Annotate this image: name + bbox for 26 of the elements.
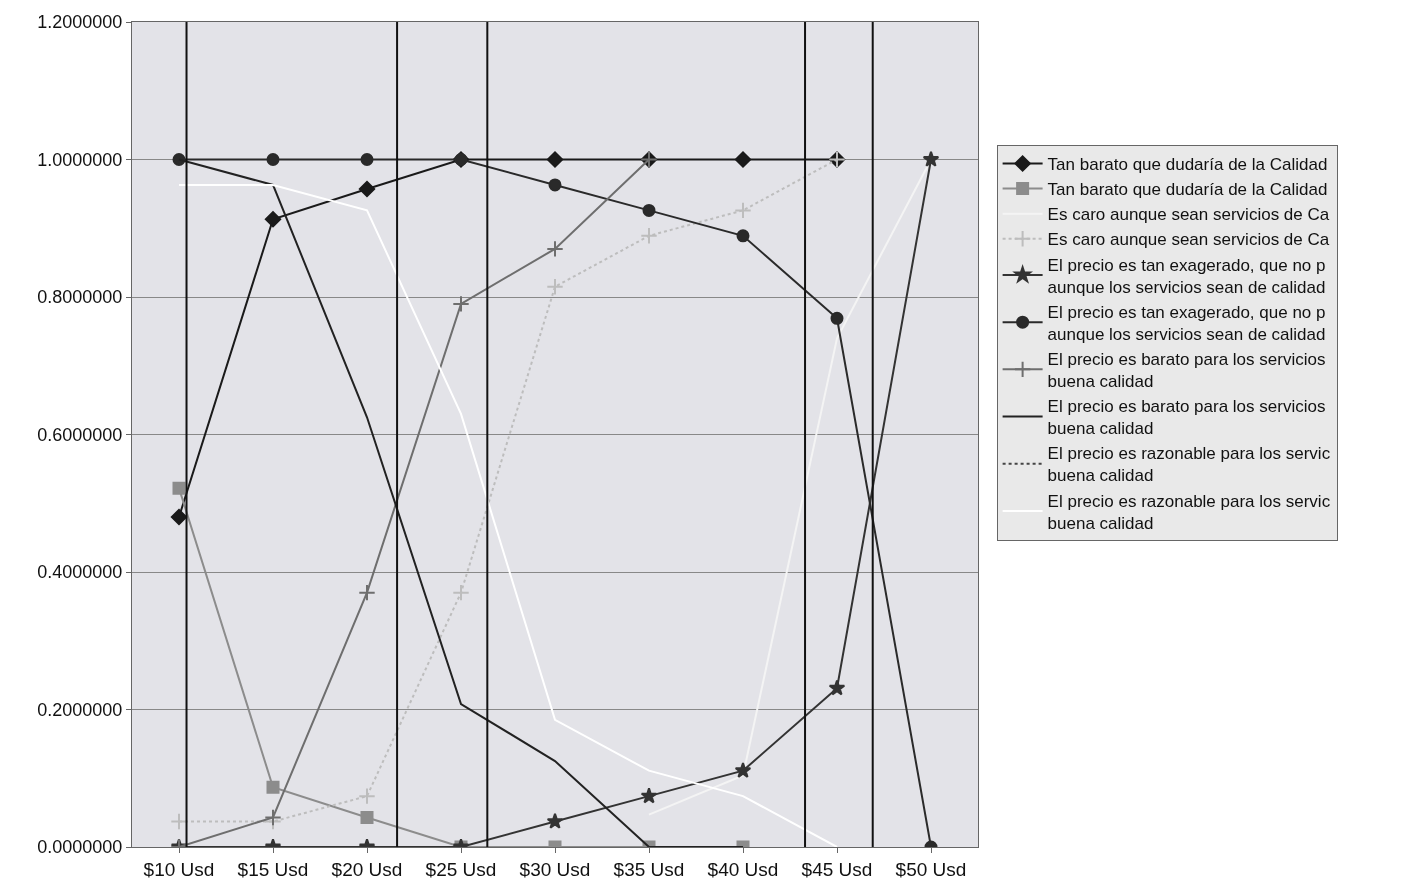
y-tick-label: 0.0000000 <box>37 837 123 858</box>
x-tick-label: $45 Usd <box>801 858 873 880</box>
y-tick-label: 0.8000000 <box>37 287 123 308</box>
x-tick-label: $35 Usd <box>613 858 685 880</box>
legend-label: El precio es barato para los servicios buena calidad <box>1047 397 1326 439</box>
legend-label: El precio es razonable para los servic buena calidad <box>1047 444 1331 486</box>
legend-label: El precio es tan exagerado, que no p aunque los servicios sean de calidad <box>1047 302 1326 344</box>
x-tick-label: $50 Usd <box>895 858 967 880</box>
legend-label: El precio es tan exagerado, que no p aunque los servicios sean de calidad <box>1047 255 1326 297</box>
x-tick-label: $25 Usd <box>425 858 497 880</box>
y-tick-label: 1.0000000 <box>37 149 123 170</box>
legend-label: Es caro aunque sean servicios de Ca <box>1047 205 1330 225</box>
x-tick-label: $30 Usd <box>519 858 591 880</box>
legend-label: El precio es razonable para los servic buena calidad <box>1047 491 1331 533</box>
x-tick-label: $15 Usd <box>237 858 309 880</box>
y-tick-label: 0.4000000 <box>37 562 123 583</box>
legend-label: Tan barato que dudaría de la Calidad <box>1047 155 1328 175</box>
y-tick-label: 0.2000000 <box>37 699 123 720</box>
x-tick-label: $10 Usd <box>143 858 215 880</box>
legend-label: Tan barato que dudaría de la Calidad <box>1047 180 1328 200</box>
y-tick-label: 0.6000000 <box>37 424 123 445</box>
legend-label: Es caro aunque sean servicios de Ca <box>1047 230 1330 250</box>
y-tick-label: 1.2000000 <box>37 12 123 33</box>
legend-label: El precio es barato para los servicios buena calidad <box>1047 349 1326 392</box>
x-tick-label: $20 Usd <box>331 858 403 880</box>
x-tick-label: $40 Usd <box>707 858 779 880</box>
